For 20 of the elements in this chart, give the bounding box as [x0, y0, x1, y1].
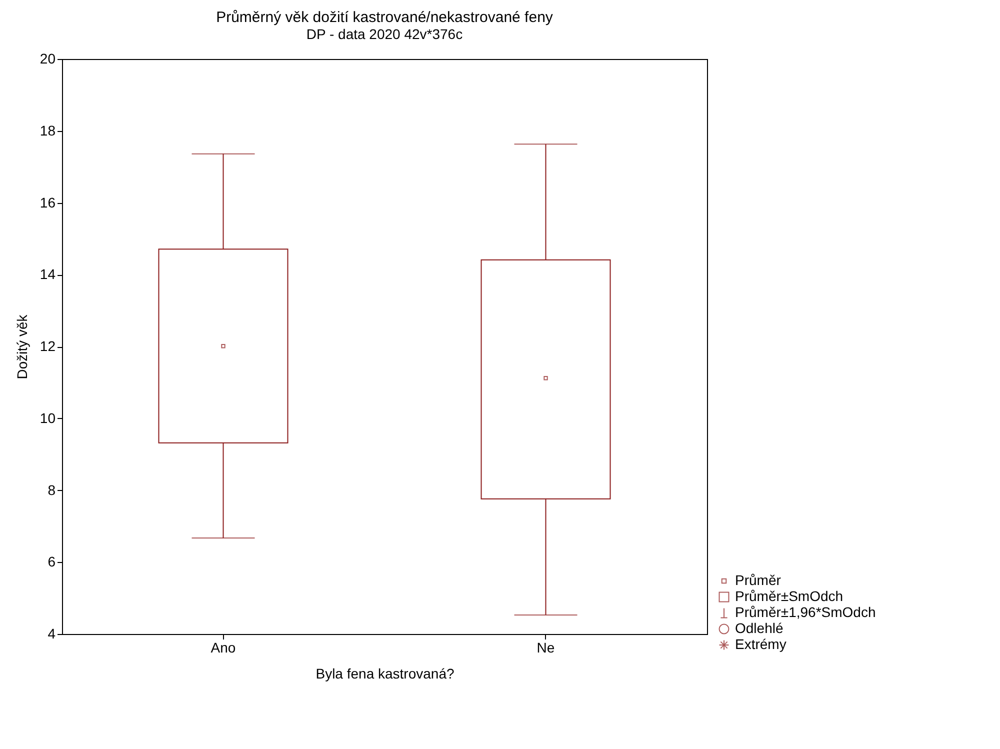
y-tick-label: 18: [40, 122, 56, 138]
legend-label: Průměr±SmOdch: [735, 588, 844, 604]
y-tick-label: 10: [40, 410, 56, 426]
chart-subtitle: DP - data 2020 42v*376c: [306, 26, 463, 42]
y-tick-label: 12: [40, 338, 56, 354]
y-tick-label: 4: [48, 626, 56, 642]
y-tick-label: 20: [40, 50, 56, 66]
legend-label: Průměr: [735, 572, 782, 588]
legend-label: Extrémy: [735, 636, 786, 652]
x-tick-label: Ano: [210, 640, 236, 656]
y-tick-label: 16: [40, 194, 56, 210]
legend-label: Odlehlé: [735, 620, 784, 636]
chart-title: Průměrný věk dožití kastrované/nekastrované feny: [216, 9, 554, 26]
y-tick-label: 14: [40, 266, 56, 282]
y-tick-label: 6: [48, 554, 56, 570]
y-tick-label: 8: [48, 482, 56, 498]
x-tick-label: Ne: [536, 640, 555, 656]
x-axis-title: Byla fena kastrovaná?: [316, 666, 454, 682]
legend-label: Průměr±1,96*SmOdch: [735, 604, 876, 620]
y-axis-title: Dožitý věk: [14, 314, 30, 380]
